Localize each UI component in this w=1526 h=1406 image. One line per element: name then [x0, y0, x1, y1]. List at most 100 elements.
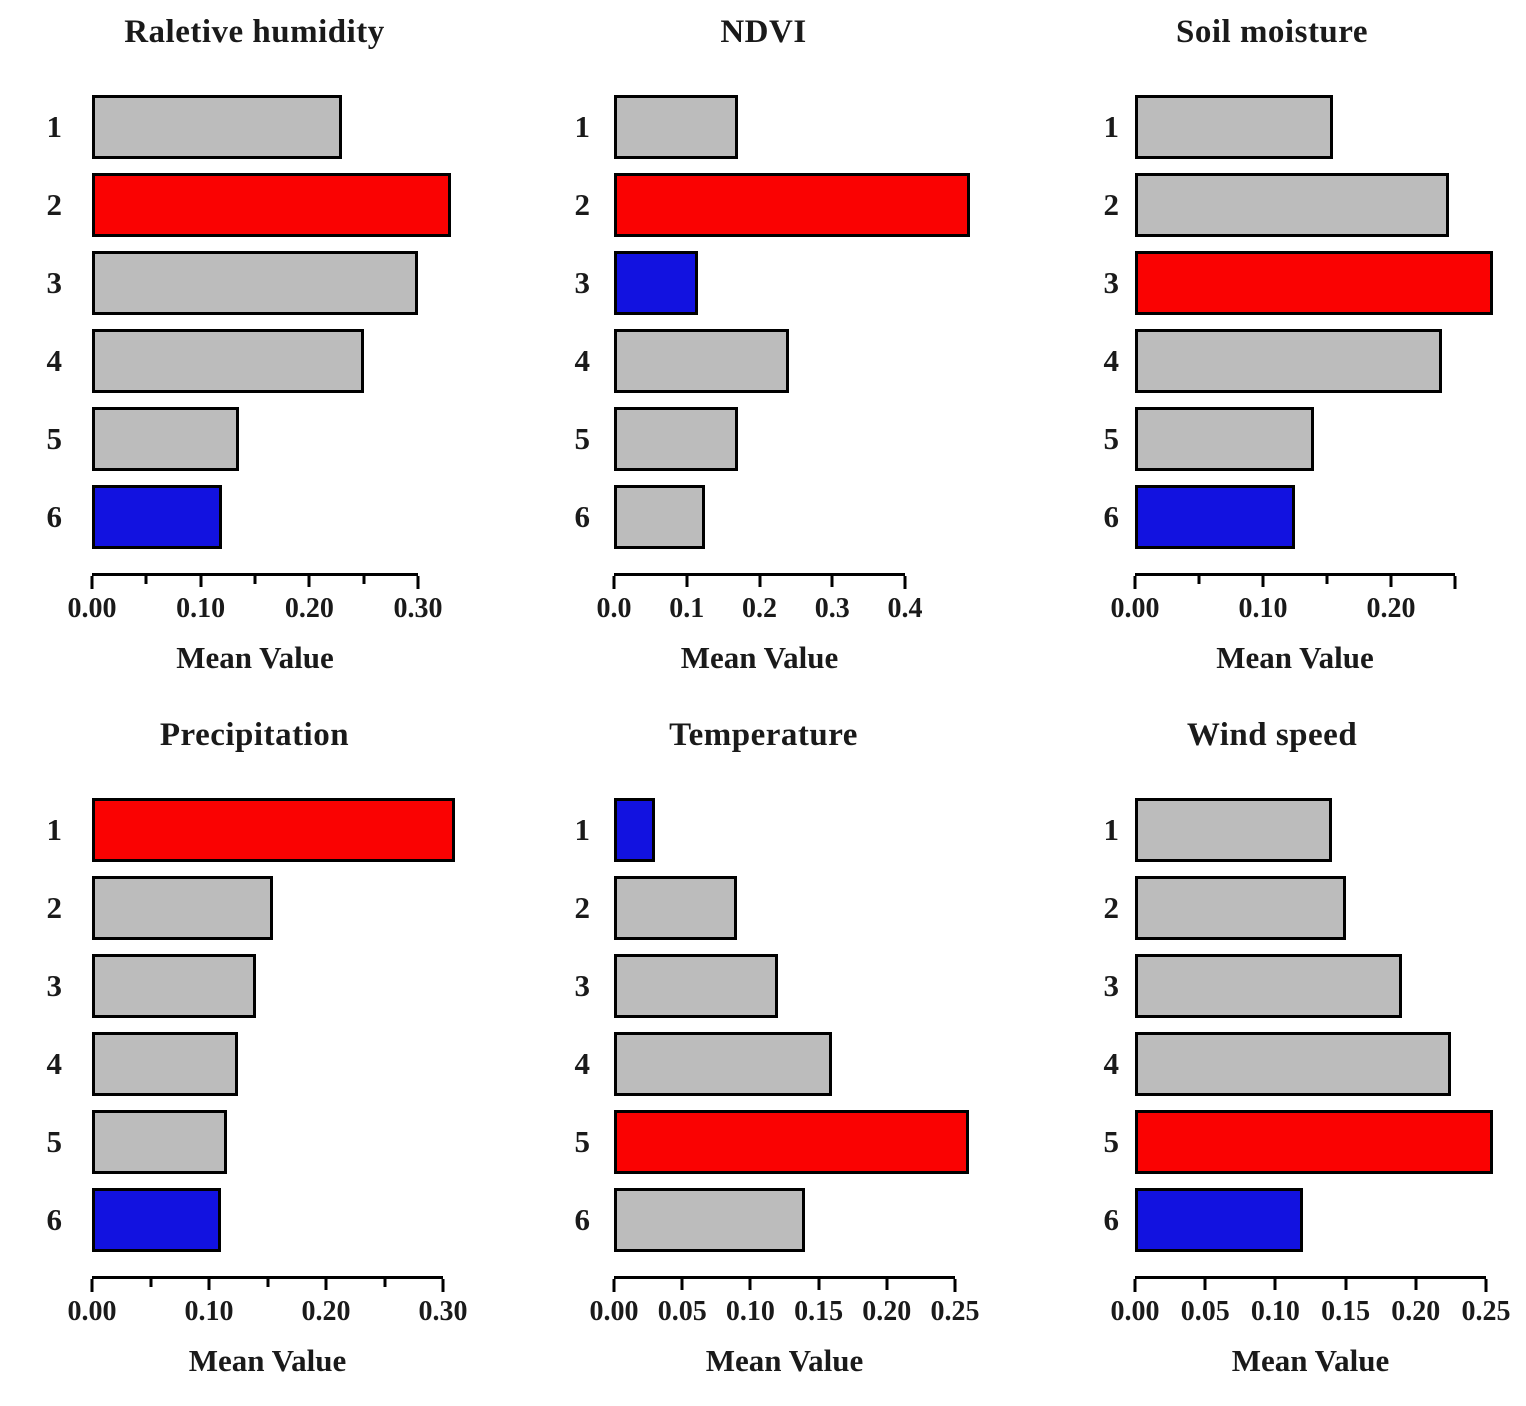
bar-row: 4 [1018, 1032, 1526, 1096]
bar [92, 329, 364, 393]
y-axis-label: 3 [1103, 265, 1120, 300]
x-axis-tick [817, 1279, 821, 1290]
x-axis-tick [1203, 1279, 1207, 1290]
chart-title: Raletive humidity [124, 14, 385, 50]
y-axis-label: 3 [46, 968, 63, 1003]
x-axis-tick [416, 576, 420, 589]
bar [614, 485, 705, 549]
bar-row: 6 [509, 485, 1018, 549]
x-axis-tick [1197, 576, 1201, 584]
x-tick-label: 0.30 [418, 1296, 468, 1327]
bar [614, 798, 655, 862]
x-axis-line: 0.00 0.05 0.10 0.15 0.20 0.25 [590, 1276, 980, 1327]
x-axis-tick [266, 1279, 269, 1287]
bar-row: 3 [509, 954, 1018, 1018]
chart-panel: Raletive humidity 1 2 3 4 5 6 0.00 0.10 0.20 0.30 M… [0, 0, 509, 703]
bar [1135, 1110, 1494, 1174]
bar-track [92, 798, 455, 862]
bar [614, 95, 738, 159]
chart-title: Soil moisture [1176, 14, 1368, 50]
bar [1135, 485, 1295, 549]
bar-row: 1 [0, 798, 509, 862]
bar-row: 2 [0, 876, 509, 940]
y-axis-label: 5 [46, 421, 63, 456]
x-axis-line: 0.0 0.1 0.2 0.3 0.4 [597, 573, 923, 624]
x-axis-tick [307, 576, 311, 587]
bar [614, 329, 789, 393]
bar [92, 798, 455, 862]
x-axis-line: 0.00 0.10 0.20 [1111, 573, 1457, 624]
bar-row: 2 [509, 876, 1018, 940]
bar-row: 3 [509, 251, 1018, 315]
bar-track [92, 876, 443, 940]
bar-track [1135, 251, 1494, 315]
y-axis-label: 3 [574, 968, 591, 1003]
y-axis-label: 5 [46, 1124, 63, 1159]
bar-track [614, 1032, 955, 1096]
bar-track [614, 1188, 955, 1252]
bar-row: 6 [1018, 485, 1526, 549]
bar-track [614, 329, 905, 393]
x-tick-label: 0.10 [184, 1296, 234, 1327]
bar [92, 1032, 239, 1096]
x-axis-tick [1261, 576, 1265, 587]
x-axis-tick [612, 1279, 616, 1292]
y-axis-label: 6 [574, 1202, 591, 1237]
x-axis-title: Mean Value [188, 1343, 347, 1378]
x-tick-label: 0.20 [1366, 593, 1416, 624]
x-tick-label: 0.1 [669, 593, 705, 624]
bar [1135, 407, 1315, 471]
bar-track [1135, 1110, 1494, 1174]
bar-track [92, 1032, 443, 1096]
bar-track [614, 1110, 969, 1174]
x-tick-label: 0.05 [657, 1296, 707, 1327]
y-axis-label: 4 [46, 343, 63, 378]
chart-panel: Wind speed 1 2 3 4 5 6 0.00 0.05 0.10 0.15 0.20 0.25… [1018, 703, 1526, 1406]
x-axis-title: Mean Value [705, 1343, 864, 1378]
bar [92, 876, 274, 940]
bar [1135, 1032, 1451, 1096]
bar [1135, 173, 1449, 237]
x-tick-label: 0.20 [301, 1296, 351, 1327]
x-axis-tick [1414, 1279, 1418, 1290]
x-axis-tick [362, 576, 366, 584]
bar [92, 1188, 221, 1252]
bar-track [1135, 876, 1486, 940]
y-axis-label: 2 [574, 890, 591, 925]
bar-track [92, 954, 443, 1018]
bar-track [614, 251, 905, 315]
x-axis-tick [199, 576, 203, 587]
x-tick-label: 0.20 [862, 1296, 912, 1327]
chart-panel: Soil moisture 1 2 3 4 5 6 0.00 0.10 0.20 Mean Valu… [1018, 0, 1526, 703]
x-axis-title: Mean Value [176, 640, 334, 675]
bar-row: 6 [509, 1188, 1018, 1252]
bar-row: 5 [0, 407, 509, 471]
bars-area: 1 2 3 4 5 6 [509, 95, 1018, 563]
y-axis-label: 4 [1103, 1046, 1120, 1081]
y-axis-label: 1 [1103, 109, 1120, 144]
x-tick-label: 0.25 [930, 1296, 980, 1327]
bars-area: 1 2 3 4 5 6 [0, 95, 509, 563]
y-axis-label: 2 [1103, 187, 1120, 222]
bar-track [614, 876, 955, 940]
bar-track [1135, 329, 1455, 393]
x-axis-tick [830, 576, 834, 587]
bar [92, 173, 451, 237]
bar-track [92, 95, 418, 159]
bar-row: 1 [0, 95, 509, 159]
bar-row: 6 [0, 1188, 509, 1252]
x-tick-label: 0.05 [1180, 1296, 1230, 1327]
x-tick-label: 0.00 [589, 1296, 639, 1327]
x-axis-tick [885, 1279, 889, 1290]
y-axis-label: 3 [574, 265, 591, 300]
x-tick-label: 0.20 [284, 593, 334, 624]
bar-row: 3 [0, 251, 509, 315]
bar-row: 3 [1018, 954, 1526, 1018]
bar [1135, 798, 1332, 862]
bar [614, 1188, 805, 1252]
bar-track [614, 407, 905, 471]
y-axis-label: 1 [574, 109, 591, 144]
bar-track [92, 1188, 443, 1252]
y-axis-label: 6 [1103, 1202, 1120, 1237]
